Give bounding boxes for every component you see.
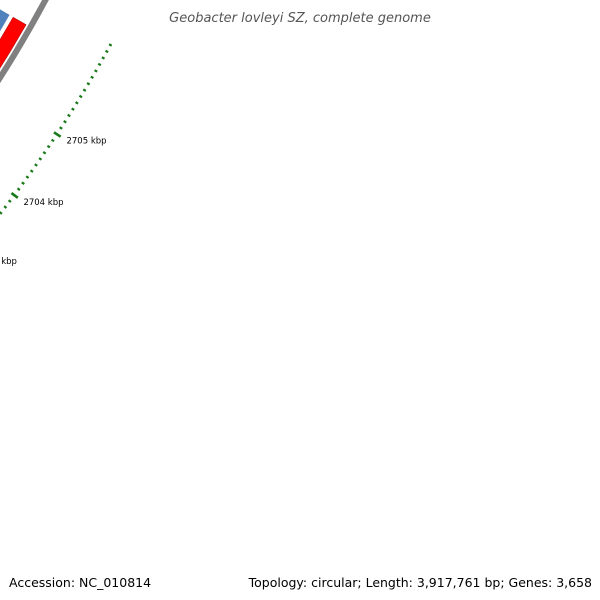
minor-tick	[90, 75, 94, 80]
minor-tick	[97, 62, 102, 67]
minor-tick	[25, 175, 30, 179]
major-tick	[53, 131, 62, 138]
minor-tick	[42, 151, 47, 155]
minor-tick	[94, 69, 98, 73]
minor-tick	[67, 113, 71, 118]
minor-tick	[108, 43, 113, 47]
minor-tick	[104, 49, 109, 54]
minor-tick	[46, 144, 51, 149]
reverse-gene-0[interactable]	[0, 4, 11, 60]
minor-tick	[16, 187, 21, 191]
minor-tick	[63, 120, 67, 124]
minor-tick	[7, 199, 12, 203]
minor-tick	[50, 138, 55, 143]
minor-tick	[3, 205, 8, 209]
map-title: Geobacter lovleyi SZ, complete genome	[169, 10, 431, 26]
major-tick	[10, 192, 19, 199]
minor-tick	[74, 101, 79, 105]
minor-tick	[29, 169, 34, 173]
tick-label-1: 2704 kbp	[23, 198, 63, 208]
minor-tick	[71, 107, 75, 111]
backbone-arc	[0, 0, 49, 84]
minor-tick	[86, 82, 91, 86]
tick-label-0: 2705 kbp	[66, 137, 106, 147]
minor-tick	[78, 94, 83, 99]
reverse-strand-track	[0, 4, 11, 60]
tick-label-2: 2703 kbp	[0, 257, 17, 267]
minor-tick	[82, 88, 87, 92]
forward-strand-track	[0, 16, 27, 80]
accession-text: Accession: NC_010814	[9, 575, 152, 590]
genome-summary-text: Topology: circular; Length: 3,917,761 bp…	[248, 575, 592, 590]
minor-tick	[0, 211, 3, 215]
forward-gene-0[interactable]	[0, 16, 27, 80]
map-title-box: Geobacter lovleyi SZ, complete genome	[160, 4, 440, 32]
genome-backbone	[0, 0, 49, 84]
minor-tick	[59, 126, 63, 130]
minor-tick	[21, 181, 25, 185]
minor-tick	[38, 157, 43, 161]
minor-tick	[34, 163, 38, 167]
minor-tick	[101, 56, 106, 60]
